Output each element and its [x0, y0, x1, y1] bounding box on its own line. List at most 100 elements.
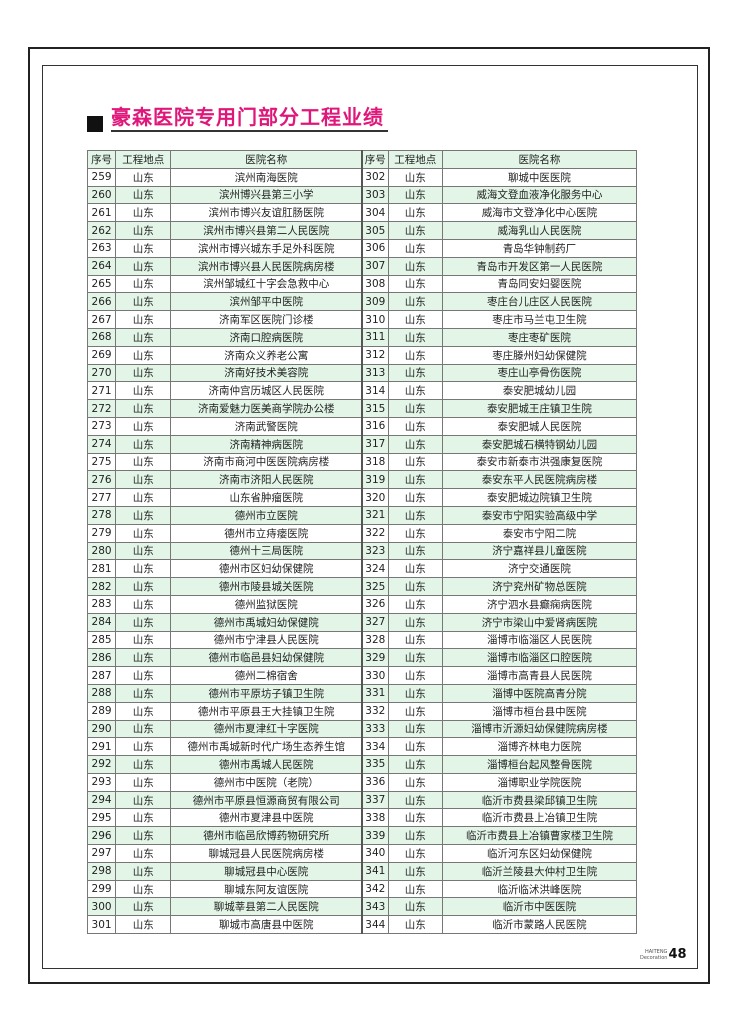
table-row: 292 山东 德州市禹城人民医院 335 山东 淄博桓台起风整骨医院: [86, 755, 638, 774]
brand-line: Decoration: [640, 954, 668, 961]
row-number: 312: [360, 345, 389, 365]
row-location: 山东: [115, 755, 172, 774]
table-row: 265 山东 滨州邹城红十字会急救中心 308 山东 青岛同安妇婴医院: [86, 274, 638, 294]
row-location: 山东: [387, 737, 443, 757]
row-location: 山东: [387, 879, 443, 899]
row-location: 山东: [387, 844, 443, 863]
table-row: 272 山东 济南爱魅力医美商学院办公楼 315 山东 泰安肥城王庄镇卫生院: [86, 399, 638, 418]
table-row: 261 山东 滨州市博兴友谊肛肠医院 304 山东 威海市文登净化中心医院: [86, 203, 638, 223]
row-location: 山东: [115, 559, 172, 579]
table-row: 259 山东 滨州南海医院 302 山东 聊城中医医院: [86, 167, 638, 187]
row-location: 山东: [387, 577, 443, 596]
row-number: 272: [86, 399, 117, 418]
row-hospital-name: 枣庄山亭骨伤医院: [441, 363, 638, 383]
row-location: 山东: [115, 790, 172, 810]
row-location: 山东: [115, 648, 172, 668]
row-number: 263: [86, 238, 117, 258]
row-number: 271: [86, 381, 117, 401]
table-row: 274 山东 济南精神病医院 317 山东 泰安肥城石横特钢幼儿园: [86, 434, 638, 454]
row-number: 262: [86, 221, 117, 240]
table-row: 293 山东 德州市中医院（老院） 336 山东 淄博职业学院医院: [86, 772, 638, 792]
outer-frame: [28, 47, 710, 984]
row-hospital-name: 德州市区妇幼保健院: [170, 559, 363, 579]
row-number: 273: [86, 416, 117, 436]
row-location: 山东: [115, 844, 172, 863]
row-hospital-name: 济南市济阳人民医院: [170, 470, 363, 490]
table-row: 295 山东 德州市夏津县中医院 338 山东 临沂市费县上冶镇卫生院: [86, 808, 638, 828]
row-location: 山东: [115, 488, 172, 507]
row-number: 290: [86, 719, 117, 739]
row-hospital-name: 临沂市费县上冶镇卫生院: [441, 808, 638, 828]
row-hospital-name: 滨州南海医院: [170, 167, 363, 187]
row-hospital-name: 聊城莘县第二人民医院: [170, 897, 363, 917]
row-hospital-name: 泰安市新泰市洪强康复医院: [441, 452, 638, 472]
row-number: 306: [360, 238, 389, 258]
row-number: 337: [360, 790, 389, 810]
table-row: 289 山东 德州市平原县王大挂镇卫生院 332 山东 淄博市桓台县中医院: [86, 701, 638, 721]
row-hospital-name: 临沂市费县上冶镇曹家楼卫生院: [441, 826, 638, 846]
row-number: 340: [360, 844, 389, 863]
row-number: 320: [360, 488, 389, 507]
row-number: 302: [360, 167, 389, 187]
row-number: 342: [360, 879, 389, 899]
row-location: 山东: [115, 221, 172, 240]
row-location: 山东: [387, 826, 443, 846]
table-row: 299 山东 聊城东阿友谊医院 342 山东 临沂临沭洪峰医院: [86, 879, 638, 899]
row-location: 山东: [115, 505, 172, 525]
row-hospital-name: 德州市夏津县中医院: [170, 808, 363, 828]
brand-logo: HAITENG Decoration: [640, 949, 667, 961]
row-hospital-name: 威海乳山人民医院: [441, 221, 638, 240]
table-header-row: 序号 工程地点 医院名称 序号 工程地点 医院名称: [86, 150, 638, 169]
row-number: 267: [86, 310, 117, 329]
row-location: 山东: [387, 683, 443, 703]
row-hospital-name: 德州市陵县城关医院: [170, 577, 363, 596]
row-number: 278: [86, 505, 117, 525]
row-location: 山东: [115, 167, 172, 187]
row-location: 山东: [387, 167, 443, 187]
row-number: 295: [86, 808, 117, 828]
row-hospital-name: 聊城冠县人民医院病房楼: [170, 844, 363, 863]
row-number: 338: [360, 808, 389, 828]
table-row: 296 山东 德州市临邑欣博药物研究所 339 山东 临沂市费县上冶镇曹家楼卫生院: [86, 826, 638, 846]
row-number: 265: [86, 274, 117, 294]
row-hospital-name: 淄博齐林电力医院: [441, 737, 638, 757]
row-number: 315: [360, 399, 389, 418]
row-number: 298: [86, 861, 117, 881]
table-row: 297 山东 聊城冠县人民医院病房楼 340 山东 临沂河东区妇幼保健院: [86, 844, 638, 863]
row-hospital-name: 泰安肥城边院镇卫生院: [441, 488, 638, 507]
table-row: 263 山东 滨州市博兴城东手足外科医院 306 山东 青岛华钟制药厂: [86, 238, 638, 258]
row-number: 339: [360, 826, 389, 846]
row-location: 山东: [387, 915, 443, 935]
row-location: 山东: [115, 594, 172, 614]
row-hospital-name: 德州市立医院: [170, 505, 363, 525]
row-hospital-name: 泰安市宁阳二院: [441, 523, 638, 543]
row-location: 山东: [115, 915, 172, 935]
row-hospital-name: 山东省肿瘤医院: [170, 488, 363, 507]
row-location: 山东: [387, 897, 443, 917]
row-location: 山东: [387, 274, 443, 294]
section-heading: 豪森医院专用门部分工程业绩: [87, 104, 388, 132]
row-location: 山东: [115, 434, 172, 454]
row-location: 山东: [387, 630, 443, 650]
table-row: 266 山东 滨州邹平中医院 309 山东 枣庄台儿庄区人民医院: [86, 292, 638, 312]
row-location: 山东: [387, 185, 443, 205]
row-location: 山东: [115, 363, 172, 383]
row-number: 329: [360, 648, 389, 668]
row-location: 山东: [387, 808, 443, 828]
table-row: 279 山东 德州市立痔瘘医院 322 山东 泰安市宁阳二院: [86, 523, 638, 543]
row-location: 山东: [387, 488, 443, 507]
row-number: 323: [360, 541, 389, 561]
row-hospital-name: 青岛同安妇婴医院: [441, 274, 638, 294]
row-number: 296: [86, 826, 117, 846]
row-location: 山东: [115, 808, 172, 828]
row-hospital-name: 临沂市费县梁邱镇卫生院: [441, 790, 638, 810]
row-hospital-name: 聊城东阿友谊医院: [170, 879, 363, 899]
row-hospital-name: 威海文登血液净化服务中心: [441, 185, 638, 205]
row-number: 299: [86, 879, 117, 899]
row-number: 280: [86, 541, 117, 561]
row-hospital-name: 淄博桓台起风整骨医院: [441, 755, 638, 774]
row-hospital-name: 枣庄滕州妇幼保健院: [441, 345, 638, 365]
row-hospital-name: 泰安肥城人民医院: [441, 416, 638, 436]
row-location: 山东: [115, 577, 172, 596]
row-hospital-name: 济南口腔病医院: [170, 327, 363, 347]
